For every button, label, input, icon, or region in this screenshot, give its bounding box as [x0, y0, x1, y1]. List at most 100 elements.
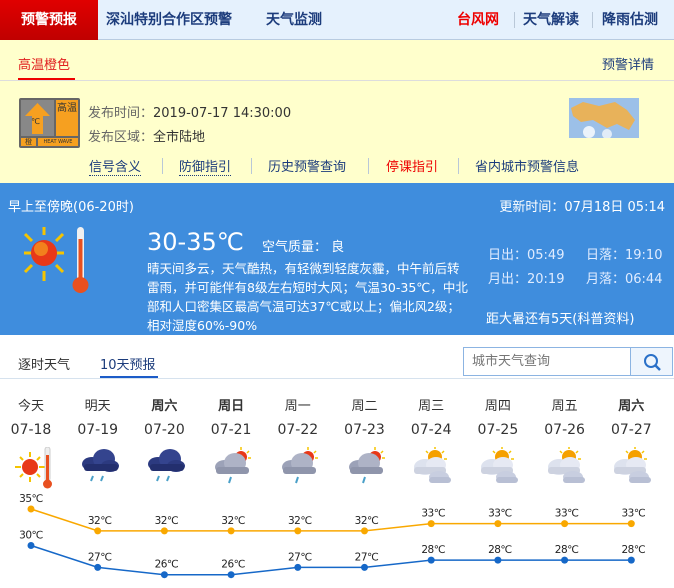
- hi-temp-point: [561, 520, 569, 528]
- divider: [368, 158, 369, 174]
- lo-temp-point: [227, 571, 235, 579]
- link-signal-meaning[interactable]: 信号含义: [89, 156, 142, 176]
- day-date: 07-21: [210, 422, 252, 438]
- icon-label: 高温: [56, 100, 78, 136]
- hi-temp-label: 33℃: [555, 508, 579, 520]
- lo-temp-point: [427, 556, 435, 564]
- thunder-shower-icon: [348, 447, 385, 484]
- nav-rain-estimate[interactable]: 降雨估测: [602, 12, 658, 28]
- issue-area: 发布区域：全市陆地: [88, 126, 205, 145]
- thunder-shower-icon: [281, 447, 318, 484]
- tab-heat-orange[interactable]: 高温橙色: [18, 58, 71, 73]
- day-date: 07-23: [344, 422, 385, 438]
- lo-temp-label: 26℃: [221, 559, 245, 571]
- tab-underline: [18, 78, 75, 80]
- day-weekday: 周二: [351, 399, 378, 414]
- nav-shenshan[interactable]: 深汕特别合作区预警: [106, 12, 232, 28]
- rain-icon: [81, 449, 119, 482]
- day-date: 07-19: [77, 422, 119, 438]
- nav-interpret[interactable]: 天气解读: [523, 12, 579, 28]
- icon-level: 橙: [21, 138, 36, 146]
- hi-temp-point: [294, 527, 302, 535]
- tab-10day[interactable]: 10天预报: [100, 358, 156, 373]
- hi-temp-label: 33℃: [421, 508, 445, 520]
- issue-area-label: 发布区域：: [88, 130, 154, 145]
- lo-temp-point: [27, 542, 35, 549]
- lo-temp-label: 28℃: [555, 544, 579, 556]
- lo-temp-point: [561, 556, 569, 564]
- lo-temp-point: [361, 563, 368, 571]
- sunny-hot-icon: [23, 227, 89, 293]
- today-panel: 早上至傍晚(06-20时) 更新时间：07月18日 05:14 30-35℃ 空…: [0, 183, 674, 335]
- lo-temp-line: [30, 544, 632, 576]
- city-search-input[interactable]: [463, 347, 631, 376]
- partly-cloudy-icon: [480, 447, 518, 483]
- divider: [0, 378, 674, 379]
- hi-temp-label: 33℃: [488, 508, 512, 520]
- update-time: 更新时间：07月18日 05:14: [499, 200, 665, 215]
- divider: [251, 158, 252, 174]
- search-button[interactable]: [630, 347, 673, 376]
- sunset: 日落：19:10: [586, 248, 663, 263]
- divider: [162, 158, 163, 174]
- icon-unit: ℃: [31, 117, 40, 126]
- partly-cloudy-icon: [414, 447, 452, 483]
- heat-warning-icon: ℃ 高温 橙 HEAT WAVE: [19, 98, 80, 148]
- thunder-shower-icon: [215, 447, 252, 484]
- issue-area-value: 全市陆地: [153, 130, 206, 145]
- nav-warning-forecast[interactable]: 预警预报: [0, 0, 98, 40]
- nav-typhoon[interactable]: 台风网: [457, 12, 499, 28]
- nav-monitor[interactable]: 天气监测: [266, 12, 322, 28]
- day-date: 07-25: [477, 422, 519, 438]
- hi-temp-label: 32℃: [355, 515, 379, 527]
- day-date: 07-24: [410, 422, 452, 438]
- partly-cloudy-icon: [614, 447, 652, 483]
- day-date: 07-26: [544, 422, 585, 438]
- link-history[interactable]: 历史预警查询: [268, 160, 347, 175]
- hi-temp-label: 35℃: [19, 493, 43, 505]
- lo-temp-point: [94, 563, 102, 571]
- day-weekday: 周四: [484, 399, 511, 414]
- hi-temp-label: 33℃: [621, 508, 645, 520]
- lo-temp-label: 30℃: [19, 530, 43, 542]
- hi-temp-label: 32℃: [221, 515, 245, 527]
- warning-panel: 高温橙色 预警详情 ℃ 高温 橙 HEAT WAVE 发布时间：2019-07-…: [0, 40, 674, 183]
- lo-temp-label: 27℃: [288, 551, 312, 563]
- link-class-suspension[interactable]: 停课指引: [386, 160, 439, 175]
- hi-temp-point: [494, 520, 502, 528]
- hi-temp-point: [627, 520, 635, 528]
- sunny-hot-icon: [15, 447, 52, 489]
- issue-time: 发布时间：2019-07-17 14:30:00: [88, 102, 291, 121]
- day-date: 07-18: [10, 422, 52, 438]
- lo-temp-label: 28℃: [421, 544, 445, 556]
- day-weekday: 今天: [17, 399, 44, 414]
- warning-details-link[interactable]: 预警详情: [601, 58, 654, 73]
- warning-area-map[interactable]: [569, 98, 639, 139]
- day-weekday: 周日: [218, 399, 245, 414]
- issue-time-value: 2019-07-17 14:30:00: [153, 106, 292, 121]
- day-weekday: 周六: [151, 399, 178, 414]
- hi-temp-label: 32℃: [88, 515, 112, 527]
- hi-temp-point: [361, 527, 368, 535]
- icon-en: HEAT WAVE: [38, 138, 78, 146]
- lo-temp-label: 28℃: [621, 544, 645, 556]
- top-nav: 预警预报 深汕特别合作区预警 天气监测 台风网 天气解读 降雨估测: [0, 0, 674, 40]
- tab-hourly[interactable]: 逐时天气: [18, 358, 71, 373]
- link-defense-guide[interactable]: 防御指引: [179, 156, 232, 176]
- divider: [0, 80, 674, 81]
- link-province-warnings[interactable]: 省内城市预警信息: [475, 160, 580, 175]
- solar-term-link[interactable]: 距大暑还有5天(科普资料): [486, 312, 635, 327]
- hi-temp-point: [27, 505, 35, 513]
- day-date: 07-27: [610, 422, 652, 438]
- lo-temp-label: 28℃: [488, 544, 512, 556]
- temperature-chart: 35℃ 32℃ 32℃ 32℃ 32℃ 32℃ 33℃ 33℃ 33℃ 33℃ 30℃ 27℃ 26℃ 2…: [19, 493, 646, 579]
- hi-temp-line: [30, 508, 632, 532]
- hi-temp-label: 32℃: [288, 515, 312, 527]
- day-weekday: 周一: [284, 399, 311, 414]
- lo-temp-label: 27℃: [88, 551, 112, 563]
- lo-temp-point: [627, 556, 635, 564]
- lo-temp-point: [494, 556, 502, 564]
- lo-temp-point: [160, 571, 168, 579]
- day-weekday: 周六: [618, 399, 645, 414]
- day-weekday: 周五: [551, 399, 578, 414]
